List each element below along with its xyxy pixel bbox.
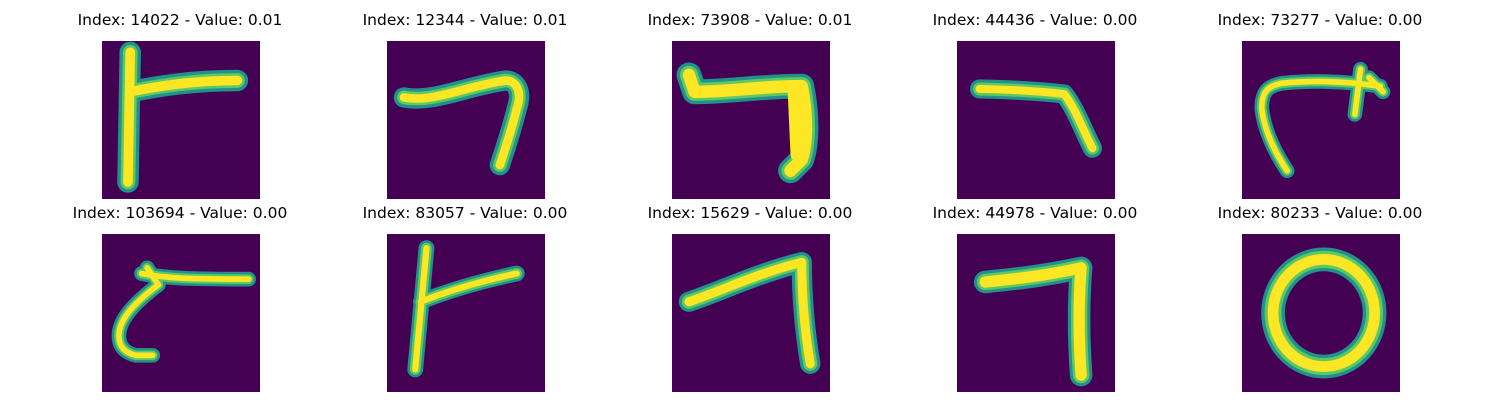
digit-image bbox=[387, 234, 545, 392]
digit-image bbox=[102, 234, 260, 392]
panel-title: Index: 73277 - Value: 0.00 bbox=[1217, 11, 1423, 29]
digit-image bbox=[672, 41, 830, 199]
panel-3: Index: 73908 - Value: 0.01 bbox=[600, 6, 900, 199]
panel-title: Index: 44436 - Value: 0.00 bbox=[932, 11, 1138, 29]
digit-image bbox=[957, 234, 1115, 392]
panel-title: Index: 103694 - Value: 0.00 bbox=[72, 204, 288, 222]
panel-title: Index: 80233 - Value: 0.00 bbox=[1217, 204, 1423, 222]
panel-1: Index: 14022 - Value: 0.01 bbox=[30, 6, 330, 199]
panel-title: Index: 83057 - Value: 0.00 bbox=[362, 204, 568, 222]
panel-10: Index: 80233 - Value: 0.00 bbox=[1170, 199, 1470, 392]
panel-7: Index: 83057 - Value: 0.00 bbox=[315, 199, 615, 392]
digit-image bbox=[387, 41, 545, 199]
panel-4: Index: 44436 - Value: 0.00 bbox=[885, 6, 1185, 199]
panel-title: Index: 12344 - Value: 0.01 bbox=[362, 11, 568, 29]
digit-image bbox=[1242, 41, 1400, 199]
digit-image bbox=[957, 41, 1115, 199]
panel-title: Index: 15629 - Value: 0.00 bbox=[647, 204, 853, 222]
digit-image bbox=[672, 234, 830, 392]
digit-image bbox=[102, 41, 260, 199]
digit-image bbox=[1242, 234, 1400, 392]
panel-title: Index: 14022 - Value: 0.01 bbox=[77, 11, 283, 29]
panel-6: Index: 103694 - Value: 0.00 bbox=[30, 199, 330, 392]
panel-5: Index: 73277 - Value: 0.00 bbox=[1170, 6, 1470, 199]
panel-2: Index: 12344 - Value: 0.01 bbox=[315, 6, 615, 199]
panel-8: Index: 15629 - Value: 0.00 bbox=[600, 199, 900, 392]
panel-title: Index: 73908 - Value: 0.01 bbox=[647, 11, 853, 29]
panel-title: Index: 44978 - Value: 0.00 bbox=[932, 204, 1138, 222]
panel-9: Index: 44978 - Value: 0.00 bbox=[885, 199, 1185, 392]
